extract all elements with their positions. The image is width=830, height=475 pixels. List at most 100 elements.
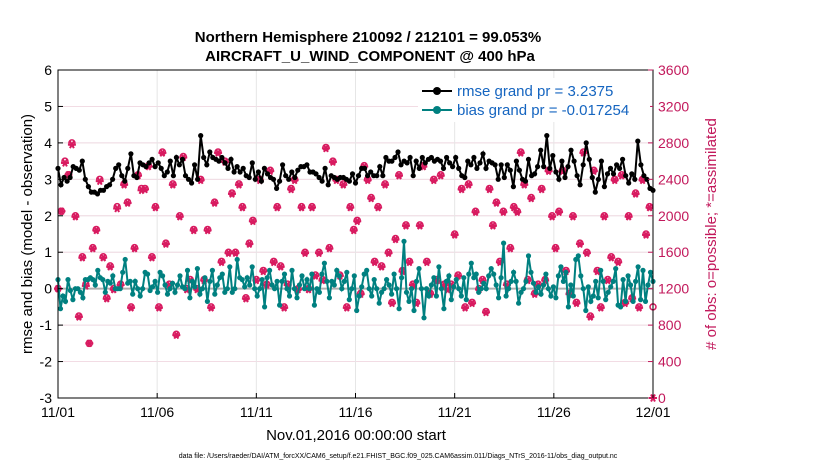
rmse-point [204, 162, 210, 168]
rmse-point [274, 185, 280, 191]
asterisk-stroke [274, 203, 281, 212]
legend-box [418, 78, 650, 122]
obs-assimilated-marker [259, 267, 268, 276]
bias-point [296, 282, 303, 288]
asterisk-stroke [58, 207, 65, 216]
bias-point [90, 277, 96, 283]
bias-point [269, 282, 275, 288]
bias-point [155, 289, 161, 295]
rmse-point [316, 174, 322, 181]
asterisk-stroke [465, 180, 472, 189]
bias-point [304, 277, 310, 283]
rmse-point [535, 164, 541, 170]
asterisk-stroke [538, 185, 545, 194]
asterisk-stroke [430, 176, 437, 185]
bias-point [593, 278, 599, 284]
rmse-point [164, 169, 170, 175]
bias-point [204, 298, 210, 304]
obs-assimilated-marker [113, 204, 122, 213]
bias-point [386, 282, 392, 288]
right-tick-label: 2000 [658, 208, 689, 224]
left-tick-label: 0 [44, 281, 52, 297]
right-axis-ticks: 3600 3200 2800 2400 2000 1600 1200 800 400 0 [648, 62, 689, 406]
obs-assimilated-marker [175, 212, 184, 221]
bias-point [57, 306, 64, 312]
rmse-point [447, 160, 453, 166]
obs-assimilated-marker [227, 189, 236, 198]
bias-point [135, 286, 141, 292]
bias-point [299, 273, 305, 279]
asterisk-stroke [573, 299, 580, 308]
bias-point [510, 269, 517, 275]
obs-assimilated-marker [600, 212, 609, 221]
rmse-point [626, 180, 632, 186]
asterisk-stroke [517, 148, 524, 157]
left-tick-label: 5 [44, 98, 52, 114]
rmse-point [389, 158, 395, 164]
obs-assimilated-marker [158, 148, 167, 157]
bias-point [182, 286, 188, 292]
obs-assimilated-marker [238, 203, 247, 212]
rmse-point [119, 173, 125, 179]
bias-point [458, 293, 464, 299]
obs-assimilated-marker [607, 253, 616, 262]
rmse-point [483, 165, 489, 171]
bias-point [416, 266, 422, 272]
asterisk-stroke [309, 203, 315, 212]
bias-point [234, 256, 240, 263]
x-tick-label: 12/01 [635, 404, 670, 420]
rmse-point [477, 160, 483, 166]
asterisk-stroke [232, 249, 239, 258]
asterisk-stroke [330, 158, 336, 166]
obs-assimilated-marker [575, 240, 584, 248]
rmse-point [185, 176, 192, 182]
rmse-point [352, 180, 359, 186]
obs-assimilated-marker [280, 303, 289, 312]
rmse-point [407, 154, 413, 161]
asterisk-stroke [243, 294, 249, 303]
bias-point [638, 297, 644, 303]
bias-point [100, 277, 106, 283]
rmse-point [313, 171, 319, 177]
rmse-point [152, 164, 158, 170]
bias-point [391, 271, 397, 277]
legend: rmse grand pr = 3.2375 bias grand pr = -… [418, 78, 650, 122]
asterisk-stroke [378, 262, 385, 271]
rmse-point [525, 156, 532, 162]
rmse-point [601, 184, 608, 190]
rmse-point [122, 178, 128, 184]
asterisk-stroke [149, 253, 155, 262]
obs-assimilated-marker [582, 249, 591, 258]
bias-point [177, 273, 183, 279]
asterisk-stroke [375, 203, 381, 212]
asterisk-stroke [601, 212, 608, 221]
rmse-point [252, 176, 258, 182]
asterisk-stroke [552, 244, 559, 253]
bias-point [371, 277, 377, 283]
rmse-point [207, 149, 213, 155]
asterisk-stroke [636, 303, 642, 312]
rmse-point [453, 154, 459, 161]
bias-point [349, 286, 355, 292]
x-tick-label: 11/11 [240, 404, 273, 420]
obs-assimilated-marker [189, 226, 198, 235]
asterisk-stroke [604, 276, 611, 285]
obs-assimilated-marker [499, 208, 508, 217]
obs-assimilated-marker [346, 203, 355, 212]
x-tick-label: 11/16 [339, 404, 373, 420]
obs-assimilated-marker [468, 299, 477, 308]
rmse-point [231, 169, 237, 175]
bias-point [62, 298, 69, 304]
asterisk-stroke [587, 312, 594, 321]
rmse-point [383, 154, 389, 161]
rmse-point [586, 156, 592, 162]
asterisk-stroke [510, 203, 517, 212]
bias-point [130, 291, 136, 297]
rmse-point [604, 171, 611, 177]
obs-assimilated-marker [394, 171, 403, 180]
obs-assimilated-marker [151, 203, 160, 212]
bias-point [513, 278, 519, 284]
bias-point [239, 277, 245, 283]
bias-point [306, 286, 312, 292]
